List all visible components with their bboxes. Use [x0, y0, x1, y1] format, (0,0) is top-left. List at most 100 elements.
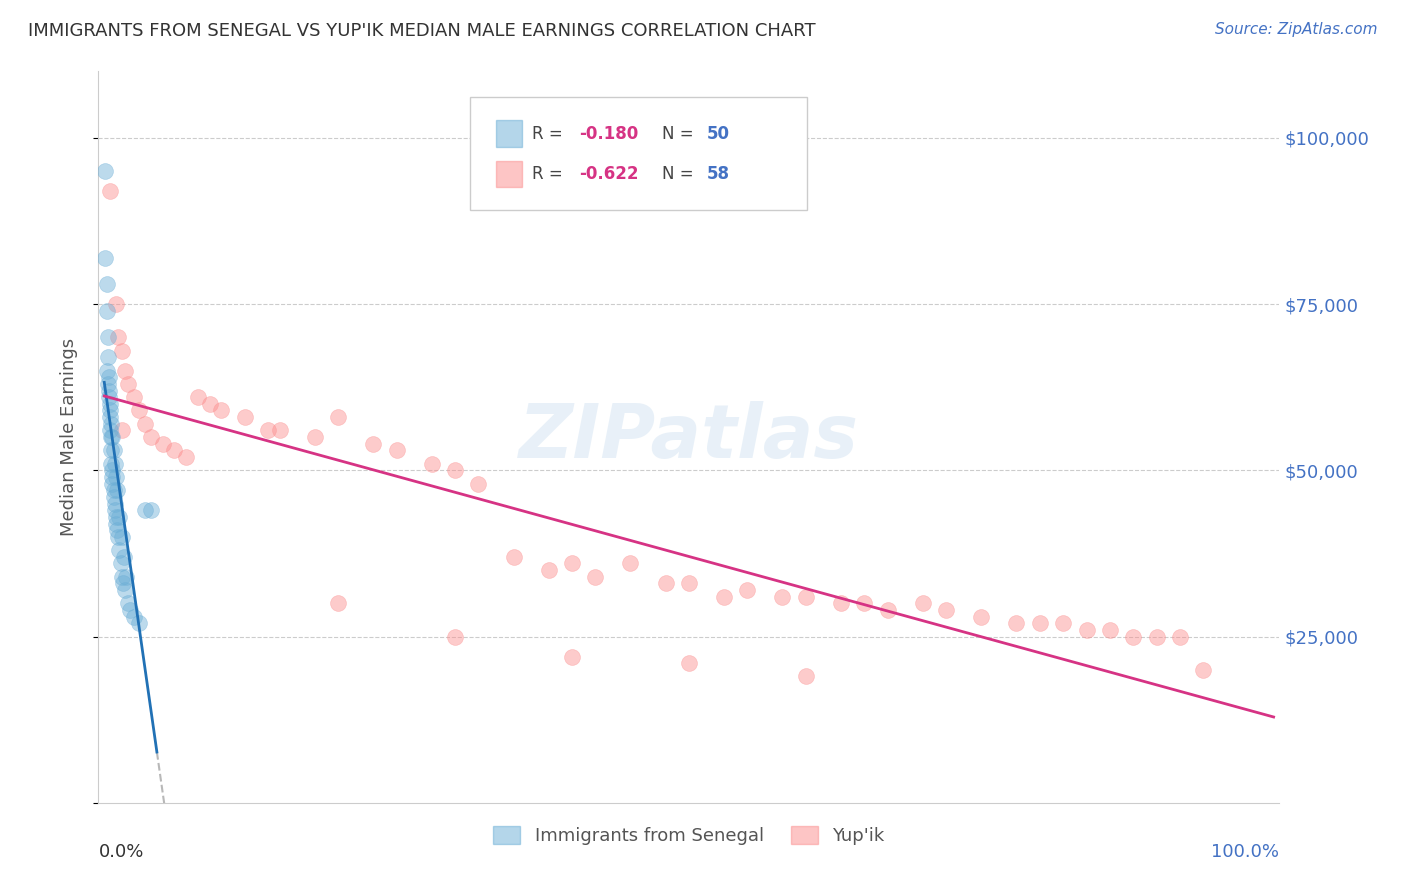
Point [772, 590, 794, 604]
Point [233, 410, 256, 425]
Point [114, 363, 136, 377]
Point [134, 503, 156, 517]
Point [561, 557, 583, 571]
Point [97, 384, 120, 398]
Point [467, 476, 489, 491]
Point [304, 430, 326, 444]
Point [101, 476, 124, 491]
Point [420, 457, 443, 471]
Point [98, 424, 121, 438]
Point [104, 503, 127, 517]
Point [326, 596, 349, 610]
Point [830, 596, 852, 610]
Point [111, 570, 134, 584]
Point [1029, 616, 1052, 631]
Point [326, 410, 349, 425]
Point [385, 443, 408, 458]
FancyBboxPatch shape [496, 161, 523, 187]
Point [583, 570, 606, 584]
FancyBboxPatch shape [496, 120, 523, 146]
Point [100, 457, 122, 471]
Point [198, 397, 221, 411]
Point [269, 424, 291, 438]
Point [876, 603, 898, 617]
Point [104, 497, 127, 511]
Text: Source: ZipAtlas.com: Source: ZipAtlas.com [1215, 22, 1378, 37]
Point [94, 164, 117, 178]
FancyBboxPatch shape [471, 97, 807, 211]
Text: N =: N = [662, 165, 699, 183]
Point [502, 549, 524, 564]
Text: ZIPatlas: ZIPatlas [519, 401, 859, 474]
Point [98, 403, 121, 417]
Point [970, 609, 993, 624]
Point [97, 351, 120, 365]
Point [96, 277, 118, 292]
Point [108, 543, 131, 558]
Point [97, 390, 120, 404]
Point [152, 436, 174, 450]
Point [654, 576, 676, 591]
Point [104, 509, 127, 524]
Point [107, 530, 129, 544]
Point [935, 603, 957, 617]
Point [104, 516, 127, 531]
Point [104, 457, 127, 471]
Point [444, 463, 467, 477]
Text: N =: N = [662, 125, 699, 143]
Text: -0.622: -0.622 [579, 165, 638, 183]
Point [209, 403, 232, 417]
Point [111, 424, 134, 438]
Point [128, 403, 150, 417]
Point [100, 430, 122, 444]
Point [98, 397, 121, 411]
Text: 50: 50 [707, 125, 730, 143]
Point [794, 669, 817, 683]
Point [101, 430, 124, 444]
Point [139, 503, 162, 517]
Point [108, 509, 131, 524]
Point [114, 582, 136, 597]
Point [96, 363, 118, 377]
Text: R =: R = [531, 165, 568, 183]
Point [101, 463, 124, 477]
Point [111, 530, 134, 544]
Text: 58: 58 [707, 165, 730, 183]
Point [110, 557, 132, 571]
Point [1192, 663, 1215, 677]
Point [100, 417, 122, 431]
Point [117, 596, 139, 610]
Point [122, 390, 145, 404]
Legend: Immigrants from Senegal, Yup'ik: Immigrants from Senegal, Yup'ik [486, 819, 891, 852]
Point [97, 330, 120, 344]
Point [737, 582, 759, 597]
Point [619, 557, 641, 571]
Point [105, 483, 128, 498]
Point [105, 523, 128, 537]
Point [96, 303, 118, 318]
Point [187, 390, 209, 404]
Point [713, 590, 735, 604]
Point [911, 596, 934, 610]
Point [97, 370, 120, 384]
Point [1146, 630, 1168, 644]
Text: IMMIGRANTS FROM SENEGAL VS YUP'IK MEDIAN MALE EARNINGS CORRELATION CHART: IMMIGRANTS FROM SENEGAL VS YUP'IK MEDIAN… [28, 22, 815, 40]
Point [104, 470, 127, 484]
Point [139, 430, 162, 444]
Point [361, 436, 384, 450]
Point [678, 656, 700, 670]
Point [111, 576, 134, 591]
Point [561, 649, 583, 664]
Point [1005, 616, 1028, 631]
Point [103, 483, 125, 498]
Point [1122, 630, 1144, 644]
Point [174, 450, 197, 464]
Text: -0.180: -0.180 [579, 125, 638, 143]
Point [163, 443, 186, 458]
Point [794, 590, 817, 604]
Point [100, 443, 122, 458]
Text: 0.0%: 0.0% [98, 843, 143, 861]
Point [97, 376, 120, 391]
Text: R =: R = [531, 125, 568, 143]
Text: 100.0%: 100.0% [1212, 843, 1279, 861]
